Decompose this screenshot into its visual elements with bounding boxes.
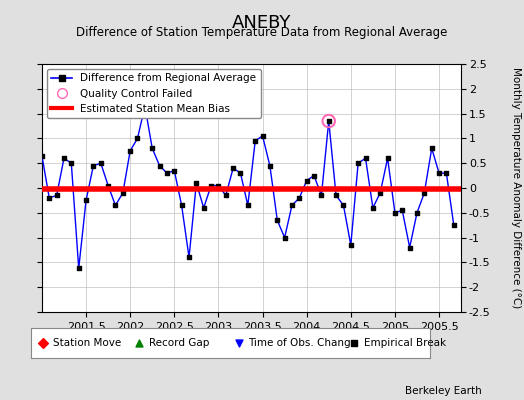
- Point: [346, 242, 355, 248]
- Point: [244, 202, 252, 208]
- Point: [280, 234, 289, 241]
- Text: ANEBY: ANEBY: [232, 14, 292, 32]
- Point: [413, 210, 421, 216]
- Point: [185, 254, 193, 261]
- Text: Record Gap: Record Gap: [149, 338, 209, 348]
- Point: [163, 170, 171, 176]
- Point: [450, 222, 458, 228]
- Point: [391, 210, 399, 216]
- Text: Time of Obs. Change: Time of Obs. Change: [248, 338, 357, 348]
- Point: [420, 190, 429, 196]
- Point: [339, 202, 347, 208]
- Point: [118, 190, 127, 196]
- Text: Empirical Break: Empirical Break: [364, 338, 446, 348]
- Point: [234, 340, 243, 346]
- Point: [288, 202, 296, 208]
- Point: [38, 152, 46, 159]
- Point: [200, 205, 208, 211]
- Point: [317, 192, 325, 199]
- Point: [324, 118, 333, 124]
- Point: [135, 340, 143, 346]
- Legend: Difference from Regional Average, Quality Control Failed, Estimated Station Mean: Difference from Regional Average, Qualit…: [47, 69, 260, 118]
- Point: [442, 170, 451, 176]
- Text: Monthly Temperature Anomaly Difference (°C): Monthly Temperature Anomaly Difference (…: [511, 67, 521, 309]
- Point: [236, 170, 245, 176]
- Point: [178, 202, 186, 208]
- Point: [354, 160, 362, 166]
- Point: [266, 162, 274, 169]
- Point: [52, 192, 61, 199]
- Text: Station Move: Station Move: [53, 338, 122, 348]
- Point: [141, 103, 149, 109]
- Point: [89, 162, 97, 169]
- Point: [229, 165, 237, 171]
- Point: [126, 148, 134, 154]
- Point: [214, 182, 223, 189]
- Point: [332, 192, 340, 199]
- Point: [45, 195, 53, 201]
- Point: [362, 155, 370, 162]
- Point: [207, 182, 215, 189]
- Text: Difference of Station Temperature Data from Regional Average: Difference of Station Temperature Data f…: [77, 26, 447, 39]
- Point: [295, 195, 303, 201]
- Point: [67, 160, 75, 166]
- Point: [104, 182, 112, 189]
- Point: [96, 160, 105, 166]
- Point: [251, 138, 259, 144]
- Point: [428, 145, 436, 152]
- Point: [258, 133, 267, 139]
- Point: [369, 205, 377, 211]
- Point: [273, 217, 281, 224]
- Point: [133, 135, 141, 142]
- Point: [222, 192, 230, 199]
- Text: Berkeley Earth: Berkeley Earth: [406, 386, 482, 396]
- Point: [406, 244, 414, 251]
- Point: [82, 197, 90, 204]
- Point: [170, 168, 179, 174]
- Point: [376, 190, 385, 196]
- Point: [74, 265, 83, 272]
- Point: [148, 145, 157, 152]
- Point: [310, 172, 318, 179]
- Point: [384, 155, 392, 162]
- Point: [39, 340, 48, 346]
- Point: [60, 155, 68, 162]
- Point: [350, 340, 358, 346]
- Point: [398, 207, 407, 214]
- Point: [324, 118, 333, 124]
- Point: [302, 177, 311, 184]
- Point: [192, 180, 201, 186]
- Point: [156, 162, 164, 169]
- Point: [111, 202, 119, 208]
- Point: [435, 170, 443, 176]
